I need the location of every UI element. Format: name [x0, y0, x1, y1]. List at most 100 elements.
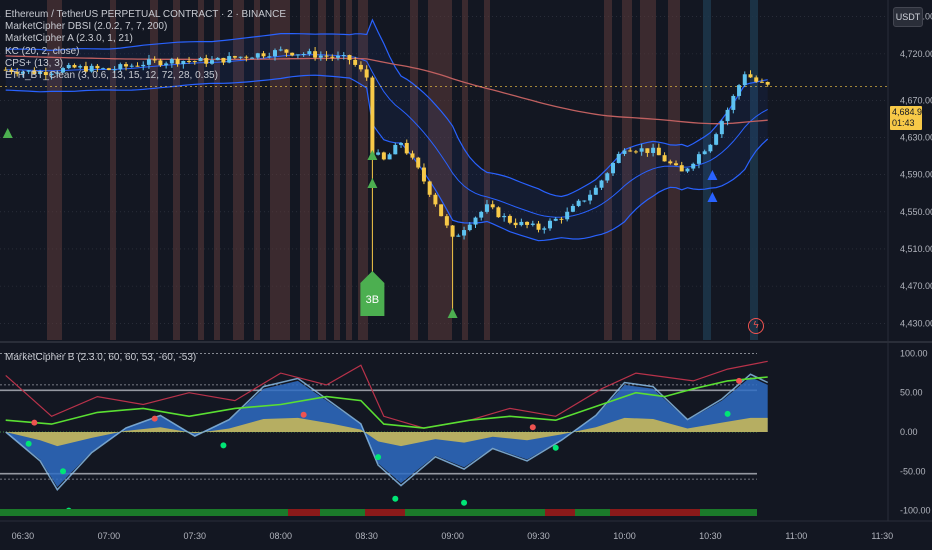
price-tick-label: 4,720.00	[900, 49, 932, 59]
candle-body	[324, 55, 329, 57]
candle-body	[381, 152, 386, 160]
buy-triangle	[707, 192, 718, 202]
candle-body	[479, 211, 484, 218]
candle-body	[290, 52, 295, 56]
candle-body	[450, 225, 455, 237]
time-tick-label: 11:00	[785, 531, 807, 541]
price-tick-label: 4,550.00	[900, 207, 932, 217]
candle-body	[169, 59, 174, 64]
candle-body	[547, 220, 552, 229]
candle-body	[187, 60, 192, 62]
indicator-eth-bt[interactable]: ETH_BT_Clean (3, 0.6, 13, 15, 12, 72, 28…	[5, 69, 218, 81]
candle-body	[719, 121, 724, 135]
candle-body	[78, 66, 83, 68]
keltner-lower	[5, 74, 769, 242]
keltner-basis	[5, 54, 768, 218]
candle-body	[15, 72, 20, 74]
buy-triangle	[2, 128, 13, 138]
session-highlight	[462, 0, 468, 340]
candle-body	[204, 58, 209, 64]
candle-body	[731, 95, 736, 110]
session-highlight	[346, 0, 352, 340]
time-tick-label: 10:30	[699, 531, 722, 541]
session-highlight	[410, 0, 418, 340]
candle-body	[662, 155, 667, 162]
indicator-dbsi[interactable]: MarketCipher DBSI (2.0.2, 7, 7, 200)	[5, 21, 168, 33]
session-highlight	[622, 0, 632, 340]
price-tick-label: 4,430.00	[900, 318, 932, 328]
candle-body	[267, 56, 272, 58]
price-tick-label: 4,470.00	[900, 281, 932, 291]
session-highlight	[428, 0, 452, 340]
candle-body	[696, 154, 701, 164]
currency-button[interactable]: USDT	[893, 7, 923, 27]
candle-body	[307, 51, 312, 55]
session-highlight	[604, 0, 612, 340]
signal-dot	[60, 468, 67, 475]
stoch-line	[5, 376, 768, 429]
buy-triangle	[447, 308, 458, 318]
candle-body	[473, 217, 478, 225]
osc-tick-label: -50.00	[900, 466, 926, 476]
session-highlight	[318, 0, 326, 340]
money-flow-area	[5, 417, 768, 447]
candle-body	[622, 150, 627, 154]
candle-body	[221, 57, 226, 63]
indicator-kc[interactable]: KC (20, 2, close)	[5, 45, 80, 57]
candle-body	[674, 163, 679, 166]
candle-body	[685, 168, 690, 172]
candle-body	[456, 235, 461, 237]
candle-body	[570, 205, 575, 212]
candle-body	[376, 152, 381, 155]
time-tick-label: 07:00	[98, 531, 121, 541]
candle-body	[215, 57, 220, 61]
candle-body	[336, 55, 341, 58]
candle-body	[553, 218, 558, 221]
indicator-cps[interactable]: CPS+ (13, 3)	[5, 57, 64, 69]
session-highlight	[173, 0, 180, 340]
candle-body	[525, 221, 530, 225]
candle-body	[95, 65, 100, 69]
candle-body	[261, 53, 266, 57]
session-highlight	[703, 0, 711, 340]
price-tick-label: 4,510.00	[900, 244, 932, 254]
candle-body	[599, 180, 604, 188]
candle-body	[708, 144, 713, 152]
candle-body	[588, 194, 593, 201]
signal-dot	[300, 411, 307, 418]
time-tick-label: 09:30	[527, 531, 550, 541]
lightning-icon[interactable]: ϟ	[748, 318, 764, 334]
candle-body	[38, 72, 43, 74]
candle-body	[175, 59, 180, 65]
symbol-title[interactable]: Ethereum / TetherUS PERPETUAL CONTRACT ·…	[5, 9, 287, 20]
candle-body	[496, 207, 501, 218]
session-highlight	[640, 0, 656, 340]
indicator-cipher-a[interactable]: MarketCipher A (2.3.0, 1, 21)	[5, 33, 133, 45]
session-highlight	[254, 0, 260, 340]
candle-body	[668, 161, 673, 164]
candle-body	[272, 50, 277, 57]
candle-body	[462, 230, 467, 236]
candle-body	[725, 109, 730, 122]
trend-bar-segment	[610, 509, 700, 516]
candle-body	[616, 153, 621, 163]
candle-body	[576, 200, 581, 206]
candle-body	[742, 74, 747, 86]
indicator-cipher-b[interactable]: MarketCipher B (2.3.0, 60, 60, 53, -60, …	[5, 352, 197, 363]
candle-body	[9, 69, 14, 73]
candle-body	[255, 53, 260, 58]
keltner-upper	[5, 18, 768, 198]
candle-body	[152, 59, 157, 61]
candle-body	[656, 147, 661, 156]
candle-body	[427, 181, 432, 195]
buy-triangle	[367, 178, 378, 188]
candle-body	[129, 65, 134, 67]
osc-tick-label: 50.00	[900, 388, 923, 398]
candle-body	[582, 200, 587, 202]
candle-body	[370, 77, 375, 155]
candle-body	[714, 134, 719, 145]
price-tick-label: 4,670.00	[900, 95, 932, 105]
session-highlight	[358, 0, 368, 340]
